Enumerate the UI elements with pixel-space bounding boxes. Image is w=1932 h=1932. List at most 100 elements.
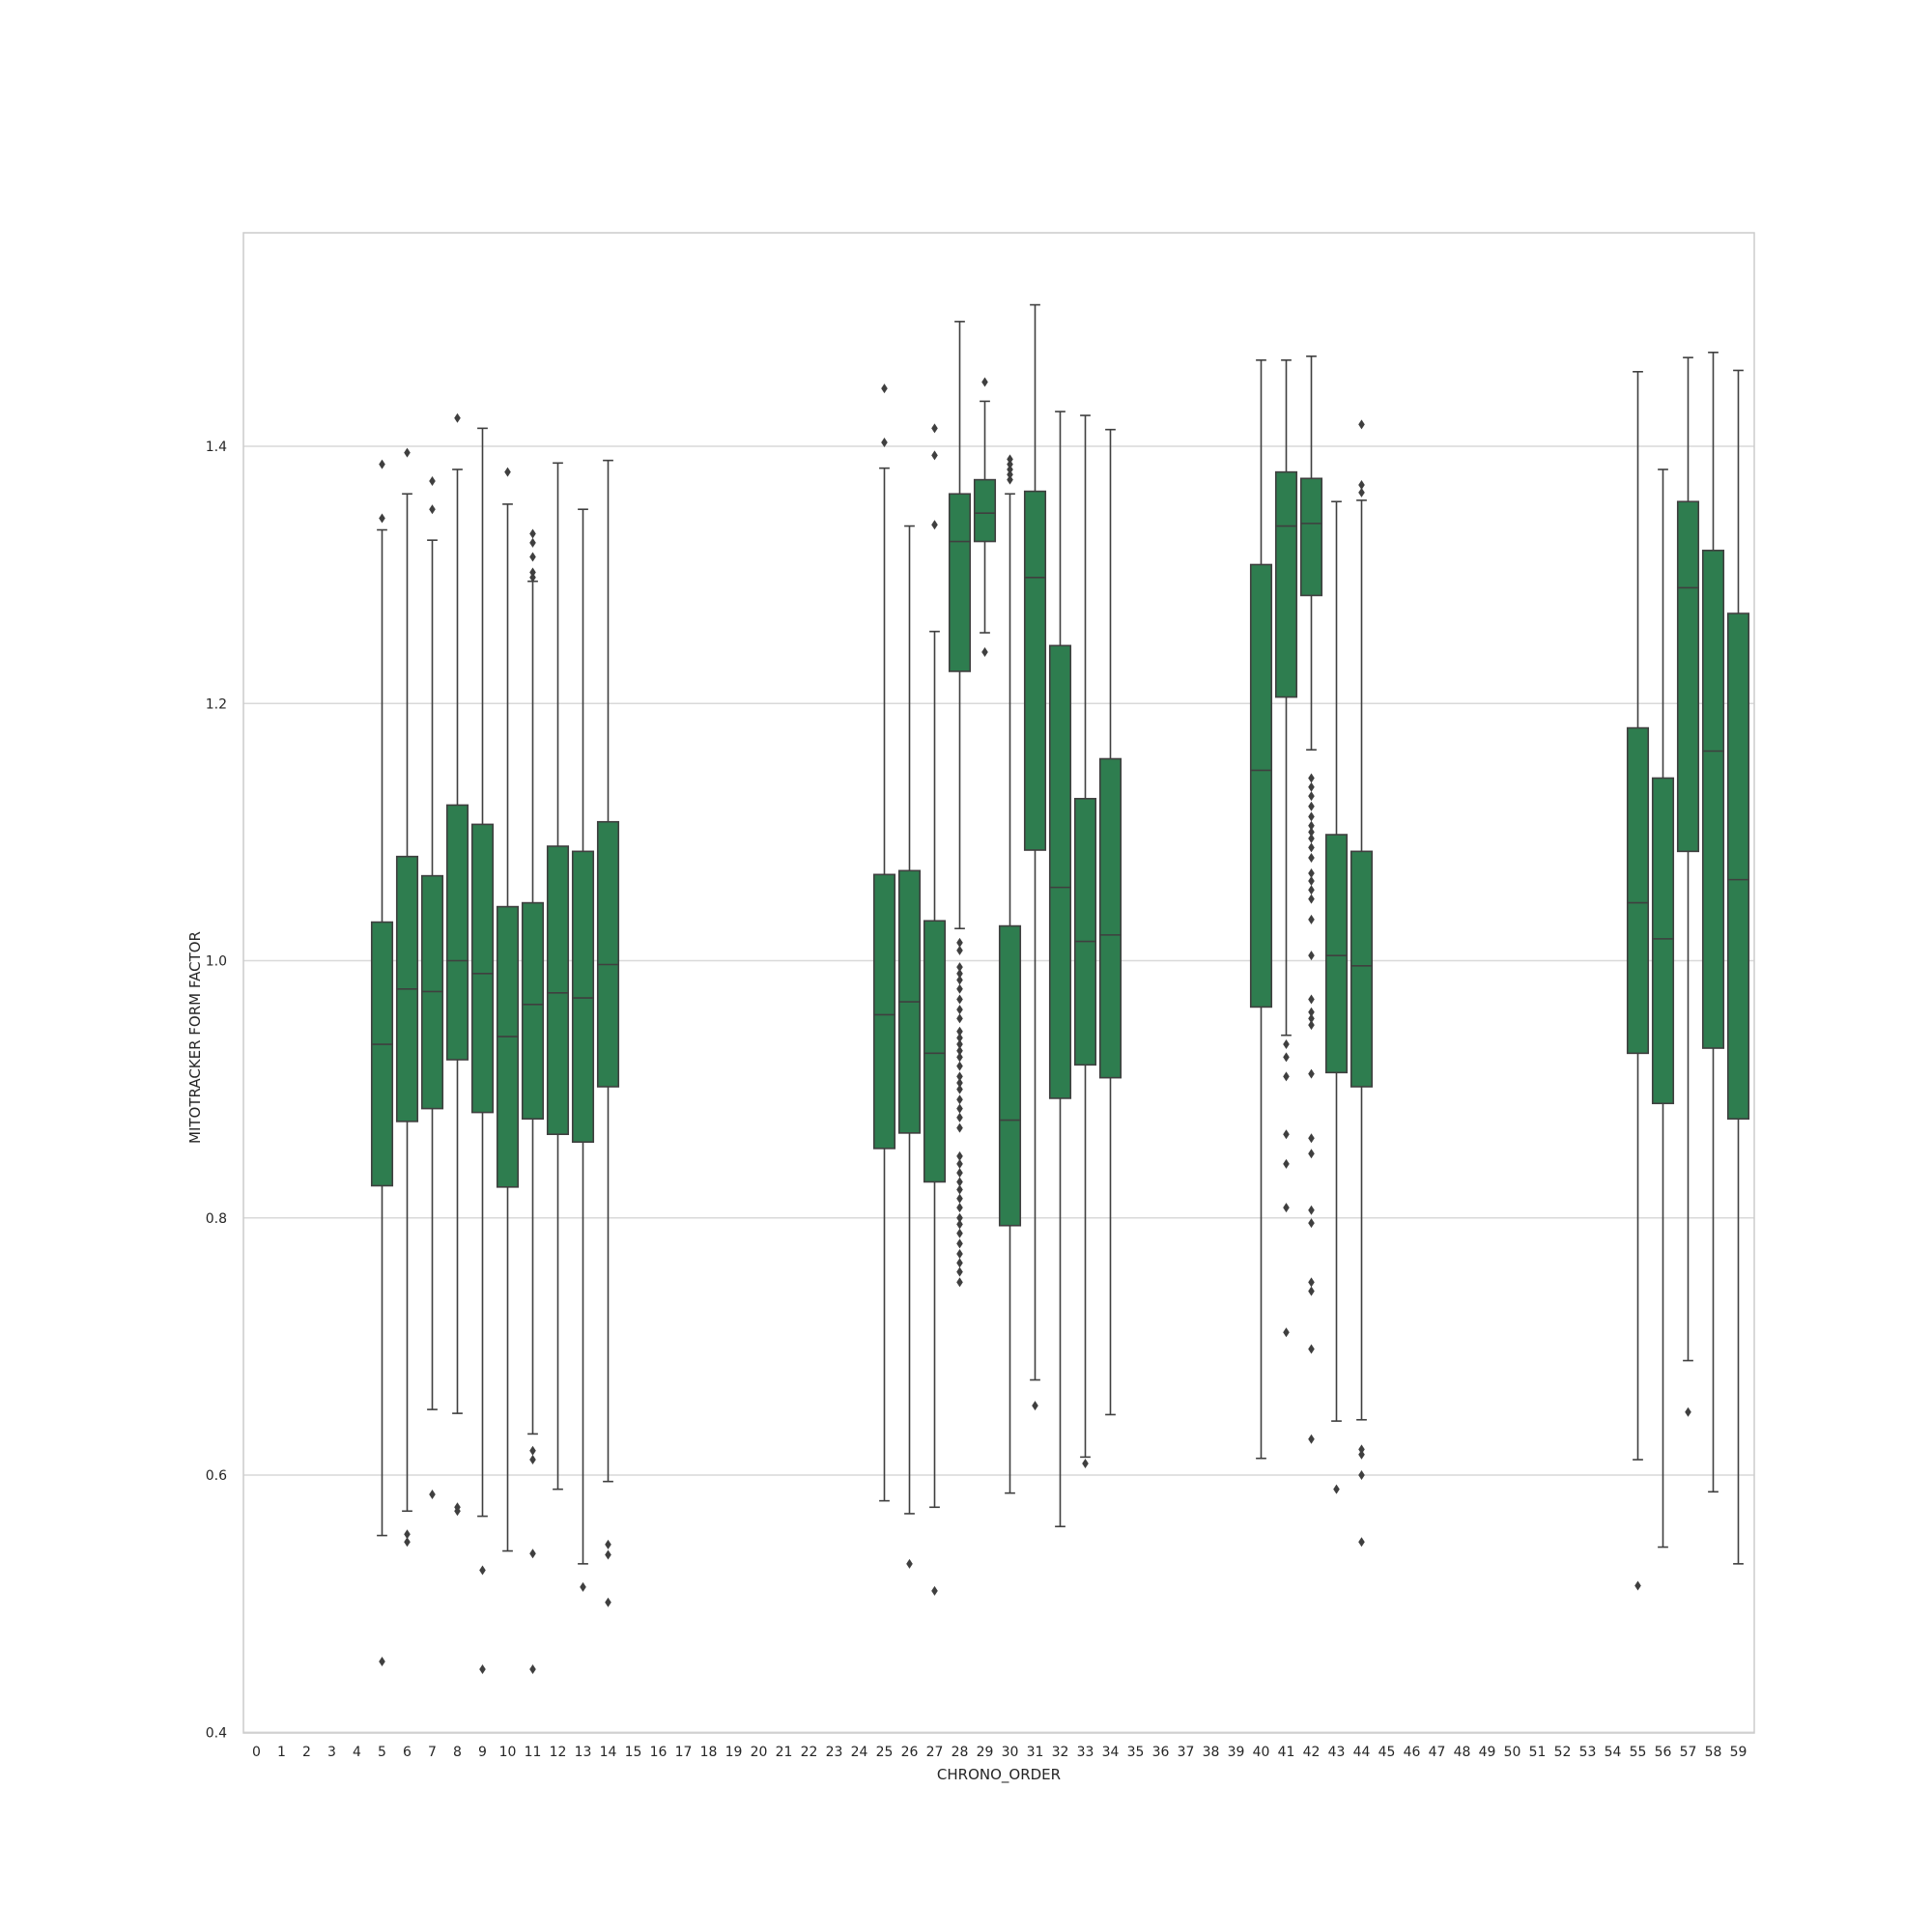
outlier-point <box>956 968 963 979</box>
x-tick-label: 57 <box>1680 1745 1697 1760</box>
outlier-point <box>1007 469 1013 480</box>
outlier-point <box>1308 1149 1315 1159</box>
y-tick-labels: 0.4 0.6 0.8 1.0 1.2 1.4 <box>206 440 227 1741</box>
box-group <box>445 412 469 1517</box>
x-tick-label: 2 <box>302 1745 311 1760</box>
box-group <box>546 462 570 1491</box>
outlier-point <box>906 1558 913 1569</box>
outlier-point <box>956 975 963 985</box>
x-tick-label: 39 <box>1228 1745 1245 1760</box>
box-group <box>1274 359 1298 1338</box>
x-tick-label: 59 <box>1730 1745 1747 1760</box>
outlier-point <box>529 1455 536 1465</box>
iqr-box <box>1023 490 1047 851</box>
outlier-point <box>956 1077 963 1088</box>
outlier-point <box>1308 875 1315 886</box>
iqr-box <box>973 478 997 543</box>
outlier-point <box>956 962 963 973</box>
outlier-point <box>1032 1401 1038 1411</box>
outlier-point <box>1308 1133 1315 1144</box>
outlier-point <box>1308 1286 1315 1296</box>
x-tick-label: 50 <box>1504 1745 1521 1760</box>
iqr-box <box>1350 850 1374 1088</box>
outlier-point <box>479 1664 486 1675</box>
x-tick-label: 48 <box>1454 1745 1471 1760</box>
x-tick-label: 42 <box>1303 1745 1321 1760</box>
x-tick-label: 53 <box>1579 1745 1597 1760</box>
x-tick-label: 27 <box>926 1745 944 1760</box>
outlier-point <box>1308 773 1315 783</box>
outlier-point <box>1308 801 1315 811</box>
outlier-point <box>1308 791 1315 802</box>
outlier-point <box>1283 1129 1290 1140</box>
outlier-point <box>956 1052 963 1063</box>
outlier-point <box>956 1071 963 1082</box>
y-tick-label: 0.4 <box>206 1725 227 1741</box>
outlier-point <box>956 1061 963 1071</box>
outlier-point <box>1685 1406 1691 1417</box>
outlier-point <box>956 1005 963 1015</box>
outlier-point <box>1308 811 1315 822</box>
outlier-point <box>529 572 536 582</box>
outlier-point <box>956 937 963 948</box>
outlier-point <box>956 1203 963 1213</box>
outlier-point <box>529 537 536 548</box>
x-tick-label: 25 <box>876 1745 894 1760</box>
box-group <box>1249 359 1273 1460</box>
outlier-point <box>956 983 963 994</box>
x-tick-label: 19 <box>725 1745 743 1760</box>
outlier-point <box>956 1212 963 1223</box>
outlier-point <box>529 567 536 578</box>
x-tick-label: 47 <box>1429 1745 1446 1760</box>
iqr-box <box>923 920 947 1183</box>
outlier-point <box>1308 842 1315 853</box>
x-tick-label: 11 <box>525 1745 542 1760</box>
x-tick-label: 49 <box>1479 1745 1496 1760</box>
x-tick-label: 51 <box>1529 1745 1547 1760</box>
outlier-point <box>881 384 888 394</box>
outlier-point <box>956 1177 963 1187</box>
outlier-point <box>1308 951 1315 961</box>
y-axis-label: MITOTRACKER FORM FACTOR <box>186 931 204 1144</box>
outlier-point <box>1358 419 1365 430</box>
outlier-point <box>956 1184 963 1195</box>
outlier-point <box>956 1026 963 1037</box>
box-group <box>1073 414 1097 1469</box>
x-tick-label: 0 <box>252 1745 261 1760</box>
outlier-point <box>379 513 385 524</box>
x-tick-label: 36 <box>1152 1745 1170 1760</box>
iqr-box <box>571 850 595 1144</box>
box-group <box>596 459 620 1607</box>
outlier-point <box>1358 1537 1365 1548</box>
outlier-point <box>454 412 461 423</box>
x-tick-label: 55 <box>1630 1745 1647 1760</box>
box-group <box>1676 356 1700 1417</box>
x-tick-label: 33 <box>1077 1745 1094 1760</box>
outlier-point <box>1358 487 1365 497</box>
outlier-point <box>956 1277 963 1288</box>
outlier-point <box>956 1193 963 1204</box>
outlier-point <box>1308 820 1315 831</box>
outlier-point <box>956 994 963 1005</box>
outlier-point <box>529 1548 536 1559</box>
iqr-box <box>948 493 972 672</box>
outlier-point <box>956 1158 963 1169</box>
iqr-box <box>596 820 620 1088</box>
box-group <box>1299 355 1323 1444</box>
outlier-point <box>956 1249 963 1260</box>
outlier-point <box>605 1549 611 1560</box>
outlier-point <box>956 1045 963 1056</box>
x-tick-label: 14 <box>600 1745 617 1760</box>
outlier-point <box>1308 1277 1315 1288</box>
x-tick-label: 12 <box>550 1745 567 1760</box>
x-tick-label: 1 <box>277 1745 286 1760</box>
outlier-point <box>404 1537 411 1548</box>
outlier-point <box>1634 1580 1641 1591</box>
outlier-point <box>1283 1039 1290 1050</box>
iqr-box <box>1626 726 1650 1055</box>
outlier-point <box>1308 1218 1315 1229</box>
x-tick-label: 26 <box>901 1745 919 1760</box>
box-group <box>395 447 419 1548</box>
iqr-box <box>496 905 520 1188</box>
iqr-box <box>1651 777 1675 1105</box>
